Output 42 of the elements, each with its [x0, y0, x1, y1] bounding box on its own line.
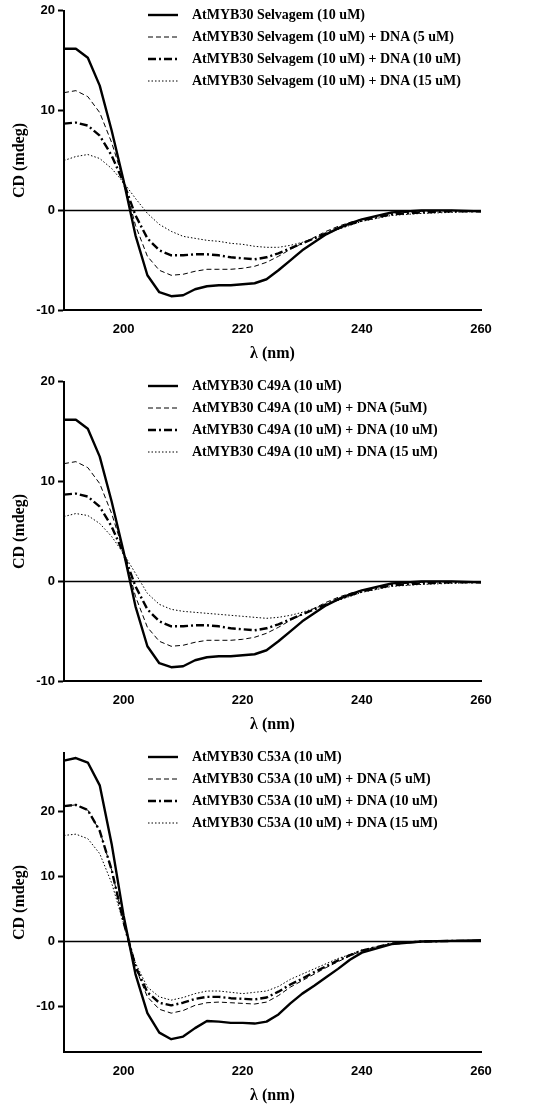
x-tick-label: 200: [112, 691, 135, 707]
x-axis-title: λ (nm): [250, 343, 295, 362]
legend-label: AtMYB30 C53A (10 uM) + DNA (10 uM): [192, 792, 438, 810]
x-tick-label: 200: [112, 320, 135, 336]
legend-label: AtMYB30 Selvagem (10 uM): [192, 6, 366, 24]
x-axis-title: λ (nm): [250, 714, 295, 733]
legend-label: AtMYB30 Selvagem (10 uM) + DNA (15 uM): [192, 72, 461, 90]
legend-label: AtMYB30 C53A (10 uM): [192, 748, 342, 766]
y-tick-label: 10: [40, 473, 55, 489]
x-tick-label: 260: [470, 320, 492, 336]
x-tick-label: 240: [351, 320, 373, 336]
y-tick-label: 10: [40, 102, 55, 118]
y-tick-label: 10: [40, 868, 55, 884]
y-tick-label: 20: [40, 373, 55, 389]
x-tick-label: 260: [470, 691, 492, 707]
y-tick-label: 20: [40, 2, 55, 18]
x-tick-label: 220: [231, 1062, 254, 1078]
y-tick-label: -10: [36, 672, 55, 688]
x-tick-label: 240: [351, 691, 373, 707]
y-axis-title: CD (mdeg): [9, 493, 28, 570]
legend-label: AtMYB30 Selvagem (10 uM) + DNA (10 uM): [192, 50, 461, 68]
x-tick-label: 220: [231, 320, 254, 336]
y-axis-title: CD (mdeg): [9, 864, 28, 941]
x-tick-label: 240: [351, 1062, 373, 1078]
legend-label: AtMYB30 Selvagem (10 uM) + DNA (5 uM): [192, 28, 454, 46]
y-tick-label: -10: [36, 998, 55, 1014]
x-tick-label: 260: [470, 1062, 492, 1078]
y-tick-label: 0: [47, 572, 55, 588]
x-tick-label: 200: [112, 1062, 135, 1078]
y-tick-label: 20: [40, 802, 55, 818]
legend-label: AtMYB30 C53A (10 uM) + DNA (5 uM): [192, 770, 431, 788]
legend-label: AtMYB30 C49A (10 uM): [192, 377, 342, 395]
legend-label: AtMYB30 C49A (10 uM) + DNA (10 uM): [192, 421, 438, 439]
y-axis-title: CD (mdeg): [9, 122, 28, 199]
legend-label: AtMYB30 C53A (10 uM) + DNA (15 uM): [192, 814, 438, 832]
y-tick-label: 0: [47, 933, 55, 949]
legend-label: AtMYB30 C49A (10 uM) + DNA (15 uM): [192, 443, 438, 461]
y-tick-label: 0: [47, 201, 55, 217]
x-axis-title: λ (nm): [250, 1085, 295, 1104]
legend-label: AtMYB30 C49A (10 uM) + DNA (5uM): [192, 399, 428, 417]
x-tick-label: 220: [231, 691, 254, 707]
y-tick-label: -10: [36, 301, 55, 317]
